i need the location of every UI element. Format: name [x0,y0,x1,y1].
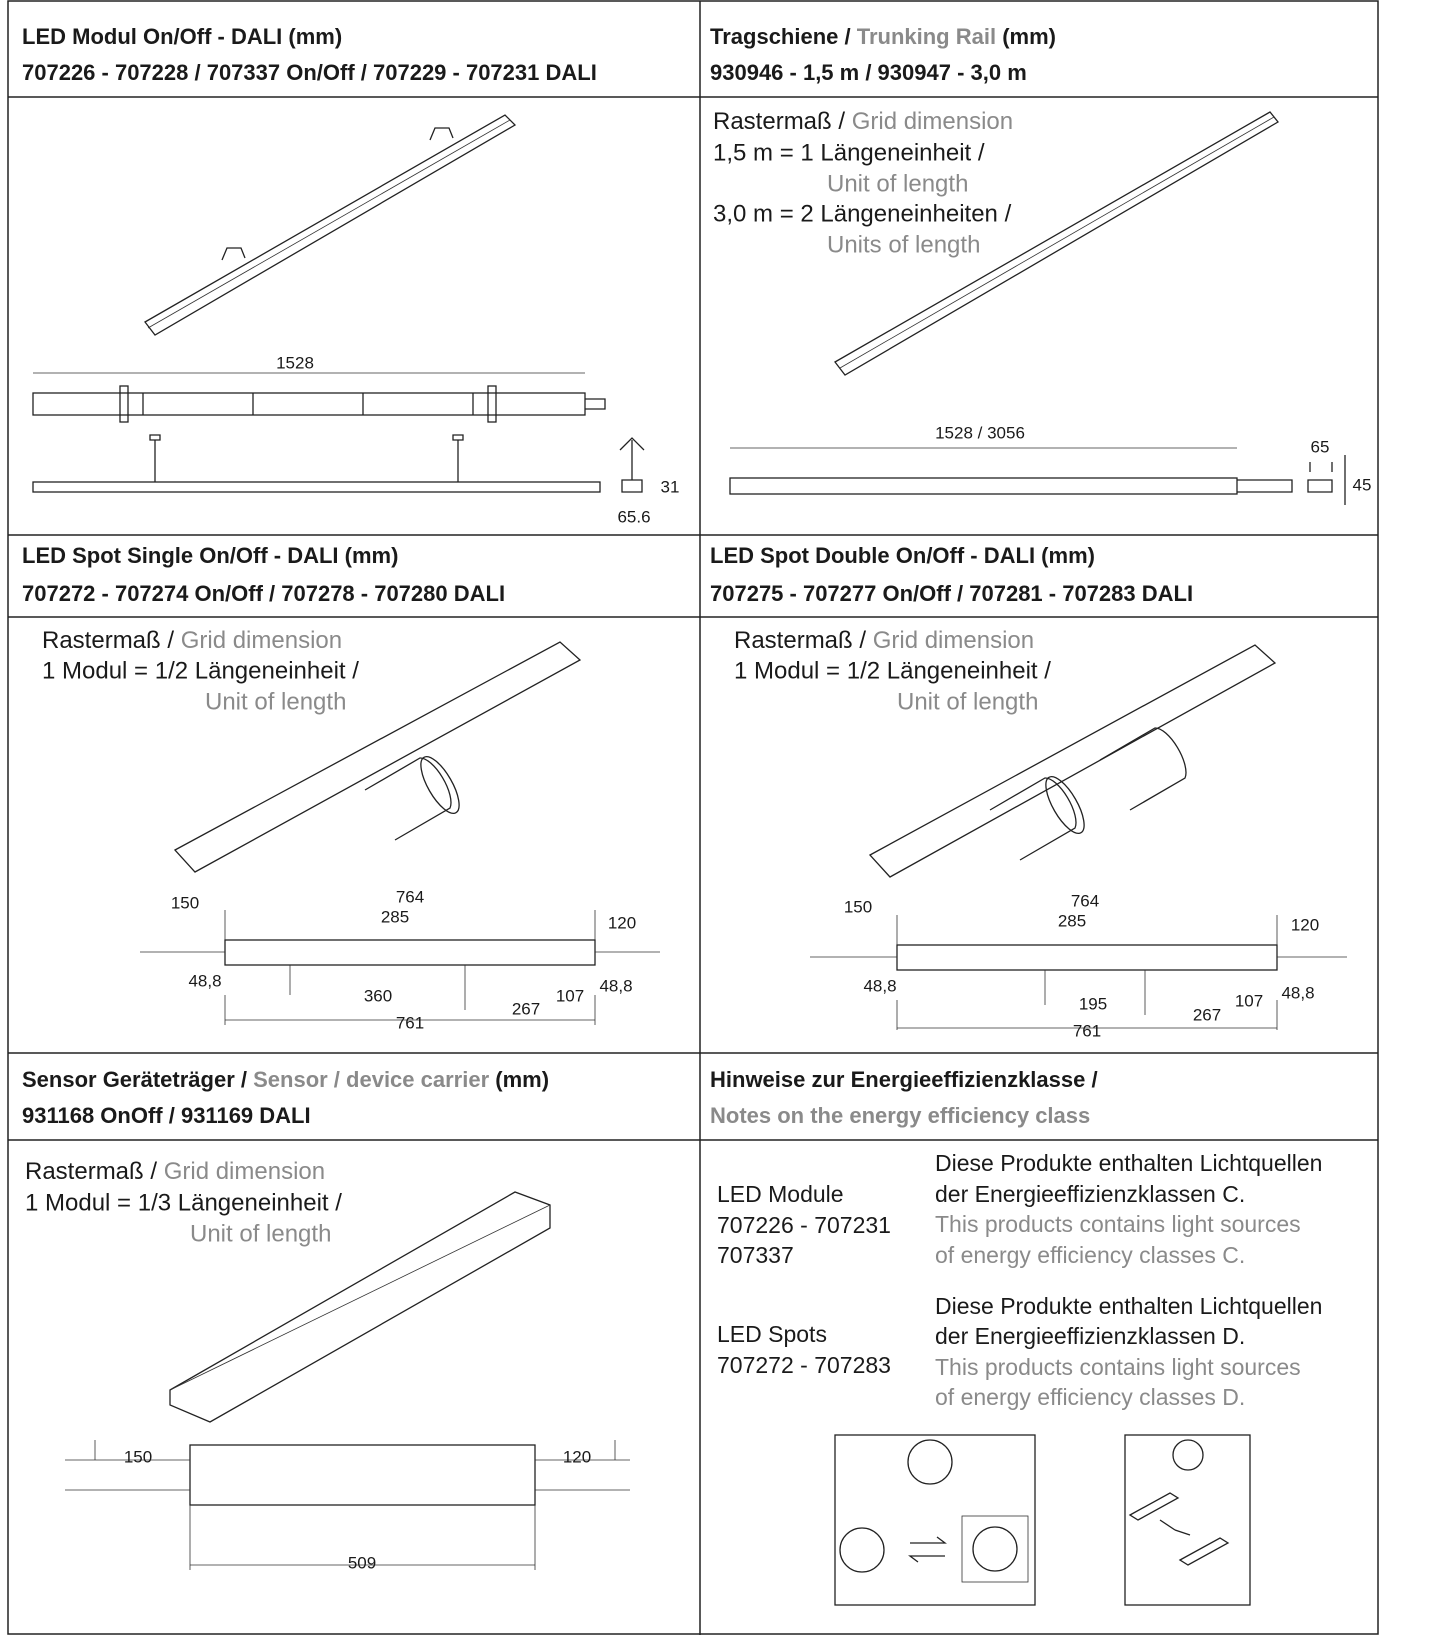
header-title: LED Modul On/Off - DALI (mm) [22,24,342,49]
note: Unit of length [205,688,346,715]
note: 1,5 m = 1 Längeneinheit / [713,139,985,166]
note: Rastermaß / Grid dimension [25,1158,325,1185]
dimension: 1528 / 3056 [935,423,1025,442]
entry-label: 707337 [717,1242,794,1268]
notes: Rastermaß / Grid dimension 1,5 m = 1 Län… [713,108,1013,258]
header-title: LED Spot Double On/Off - DALI (mm) [710,543,1095,568]
dimension: 48,8 [188,971,221,990]
header-subtitle: 707272 - 707274 On/Off / 707278 - 707280… [22,581,505,606]
header-subtitle: 707275 - 707277 On/Off / 707281 - 707283… [710,581,1193,606]
entry-text: of energy efficiency classes C. [935,1242,1245,1268]
entry-text: This products contains light sources [935,1354,1301,1380]
drawing-led-module: 1528 31 65.6 [32,114,680,526]
icons [834,1434,1251,1606]
entry-label: 707272 - 707283 [717,1352,891,1378]
dimension: 48,8 [599,976,632,995]
dimension: 107 [556,986,584,1005]
entry-label: 707226 - 707231 [717,1212,891,1238]
drawing-spot-single: 150 764 285 120 48,8 360 267 107 48,8 76… [140,641,660,1032]
dimension: 31 [661,477,680,496]
dimension: 509 [348,1553,376,1572]
drawing-sensor-carrier: 150 120 509 [65,1191,630,1572]
energy-notes: LED Module 707226 - 707231 707337 Diese … [717,1150,1322,1410]
note: Units of length [827,231,980,258]
note: Rastermaß / Grid dimension [42,627,342,654]
dimension: 65.6 [617,507,650,526]
header-title: Hinweise zur Energieeffizienzklasse / [710,1067,1098,1092]
dimension: 120 [563,1447,591,1466]
entry-text: der Energieeffizienzklassen C. [935,1181,1245,1207]
dimension: 761 [396,1013,424,1032]
dimension: 764 [1071,891,1099,910]
entry-text: Diese Produkte enthalten Lichtquellen [935,1293,1322,1319]
note: Unit of length [190,1220,331,1247]
dimension: 285 [1058,911,1086,930]
header-subtitle: Notes on the energy efficiency class [710,1103,1090,1128]
header-title: LED Spot Single On/Off - DALI (mm) [22,543,398,568]
drawing-spot-double: 150 764 285 120 48,8 195 267 107 48,8 76… [810,644,1347,1040]
note: Unit of length [827,170,968,197]
note: Rastermaß / Grid dimension [734,627,1034,654]
notes: Rastermaß / Grid dimension 1 Modul = 1/2… [734,627,1051,715]
notes: Rastermaß / Grid dimension 1 Modul = 1/2… [42,627,359,715]
note: 1 Modul = 1/2 Längeneinheit / [734,657,1051,684]
dimension: 120 [1291,915,1319,934]
note: 1 Modul = 1/2 Längeneinheit / [42,657,359,684]
dimension: 150 [171,893,199,912]
note: 1 Modul = 1/3 Längeneinheit / [25,1189,342,1216]
header-title: Sensor Geräteträger / Sensor / device ca… [22,1067,549,1092]
header-title: Tragschiene / Trunking Rail (mm) [710,24,1056,49]
dimension: 150 [844,897,872,916]
note: 3,0 m = 2 Längeneinheiten / [713,200,1012,227]
entry-text: of energy efficiency classes D. [935,1384,1245,1410]
dimension: 65 [1311,437,1330,456]
dimension: 1528 [276,353,314,372]
entry-label: LED Spots [717,1321,827,1347]
dimension: 761 [1073,1021,1101,1040]
dimension: 45 [1353,475,1372,494]
dimension: 48,8 [1281,983,1314,1002]
entry-text: This products contains light sources [935,1211,1301,1237]
drawing-trunking-rail: 1528 / 3056 65 45 [729,111,1372,505]
dimension: 285 [381,907,409,926]
table-grid [7,0,1379,1635]
entry-text: der Energieeffizienzklassen D. [935,1323,1245,1349]
header-subtitle: 931168 OnOff / 931169 DALI [22,1103,311,1128]
dimension: 195 [1079,994,1107,1013]
header-subtitle: 930946 - 1,5 m / 930947 - 3,0 m [710,60,1027,85]
header-subtitle: 707226 - 707228 / 707337 On/Off / 707229… [22,60,597,85]
entry-label: LED Module [717,1181,844,1207]
dimension: 120 [608,913,636,932]
note: Rastermaß / Grid dimension [713,108,1013,135]
dimension: 107 [1235,991,1263,1010]
dimension: 150 [124,1447,152,1466]
note: Unit of length [897,688,1038,715]
notes: Rastermaß / Grid dimension 1 Modul = 1/3… [25,1158,342,1247]
dimension: 360 [364,986,392,1005]
dimension: 267 [512,999,540,1018]
entry-text: Diese Produkte enthalten Lichtquellen [935,1150,1322,1176]
dimension: 267 [1193,1005,1221,1024]
dimension: 48,8 [863,976,896,995]
dimension: 764 [396,887,424,906]
